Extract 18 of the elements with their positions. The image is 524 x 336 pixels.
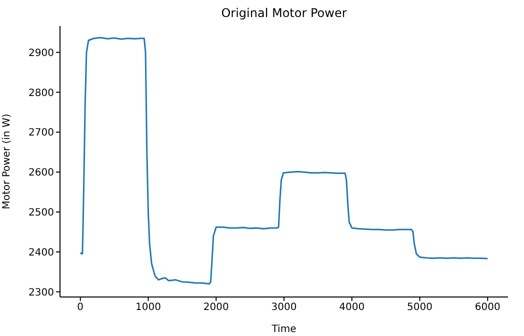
y-axis-title: Motor Power (in W): [2, 114, 13, 210]
y-tick-label: 2900: [28, 48, 54, 59]
y-tick-label: 2300: [28, 287, 54, 298]
x-tick-label: 2000: [203, 302, 229, 314]
y-tick-label: 2600: [28, 168, 54, 179]
line-series: [80, 36, 488, 285]
y-tick-label: 2500: [28, 208, 54, 219]
x-tick-label: 1000: [136, 302, 161, 314]
y-tick-label: 2700: [28, 128, 54, 139]
y-tick-label: 2800: [28, 88, 54, 99]
x-tick-label: 3000: [271, 302, 297, 314]
y-tick-label: 2400: [28, 247, 54, 258]
x-tick-label: 4000: [339, 302, 365, 314]
x-axis-title: Time: [270, 324, 296, 335]
x-tick-label: 5000: [407, 302, 432, 314]
x-tick-label: 6000: [474, 302, 500, 314]
chart-title: Original Motor Power: [220, 6, 348, 20]
x-tick-label: 0: [77, 302, 84, 314]
